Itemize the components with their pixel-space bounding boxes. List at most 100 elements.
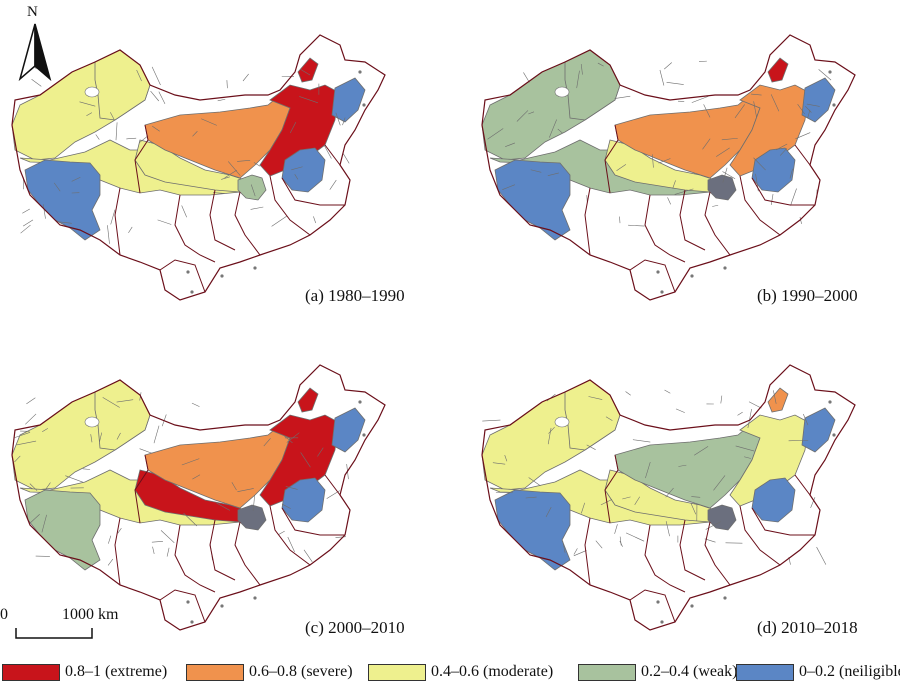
province-border-2 (704, 191, 731, 256)
province-border-0 (604, 124, 619, 194)
region-np (707, 174, 737, 201)
island-dot-1 (190, 290, 194, 294)
scale-start-label: 0 (0, 606, 8, 623)
island-dot-5 (362, 433, 366, 437)
province-border-7 (209, 189, 236, 251)
province-border-8 (751, 507, 815, 536)
island-dot-4 (358, 70, 362, 74)
legend-label-weak: 0.2–0.4 (weak) (641, 663, 738, 680)
legend-label-extreme: 0.8–1 (extreme) (65, 663, 168, 680)
legend-item-severe: 0.6–0.8 (severe) (186, 663, 353, 681)
province-border-5 (629, 589, 676, 623)
country-border (481, 364, 856, 631)
island-dot-2 (220, 274, 224, 278)
region-nt (331, 77, 366, 123)
island-dot-0 (186, 270, 190, 274)
panel-caption-a: (a) 1980–1990 (305, 286, 405, 305)
province-border-7 (679, 189, 706, 251)
lake (84, 416, 100, 428)
north-arrow-icon (18, 23, 52, 82)
map-panel-c (11, 364, 386, 631)
region-ne (767, 57, 789, 83)
region-bj (751, 477, 796, 523)
region-ti (24, 489, 101, 571)
legend-item-extreme: 0.8–1 (extreme) (2, 663, 167, 681)
province-border-0 (134, 124, 149, 194)
island-dot-3 (253, 266, 257, 270)
legend-swatch-extreme (2, 663, 60, 681)
legend-item-moderate: 0.4–0.6 (moderate) (368, 663, 553, 681)
map-panel-a (11, 34, 386, 301)
province-border-3 (269, 175, 311, 236)
region-np (707, 504, 737, 531)
province-border-3 (269, 505, 311, 566)
province-border-8 (281, 507, 345, 536)
island-dot-2 (220, 604, 224, 608)
north-arrow: N (14, 4, 56, 84)
province-border-4 (794, 474, 811, 496)
island-dot-5 (832, 433, 836, 437)
legend-item-weak: 0.2–0.4 (weak) (578, 663, 737, 681)
scale-bar: 0 1000 km (0, 606, 140, 642)
island-dot-4 (358, 400, 362, 404)
island-dot-3 (253, 596, 257, 600)
island-dot-5 (832, 103, 836, 107)
region-ti (494, 159, 571, 241)
legend-label-moderate: 0.4–0.6 (moderate) (431, 663, 554, 680)
legend: 0.8–1 (extreme) 0.6–0.8 (severe) 0.4–0.6… (0, 660, 900, 687)
island-dot-0 (656, 270, 660, 274)
province-border-2 (704, 521, 731, 586)
province-border-8 (751, 177, 815, 206)
province-border-6 (114, 187, 121, 256)
island-dot-2 (690, 604, 694, 608)
scale-bar-line (15, 628, 93, 639)
province-border-4 (324, 144, 341, 166)
province-border-0 (134, 454, 149, 524)
province-border-6 (584, 187, 591, 256)
region-ti (24, 159, 101, 241)
lake (554, 86, 570, 98)
region-nt (801, 407, 836, 453)
panel-caption-c: (c) 2000–2010 (305, 618, 405, 637)
county-lines (14, 392, 349, 566)
province-border-1 (644, 194, 686, 263)
island-dot-3 (723, 596, 727, 600)
legend-label-negligible: 0–0.2 (neiligible) (799, 663, 900, 680)
map-panel-d (481, 364, 856, 631)
province-border-3 (739, 175, 781, 236)
province-border-1 (174, 524, 216, 593)
lake (84, 86, 100, 98)
legend-swatch-negligible (736, 663, 794, 681)
legend-swatch-severe (186, 663, 244, 681)
legend-item-negligible: 0–0.2 (neiligible) (736, 663, 900, 681)
region-bj (281, 477, 326, 523)
country-border (481, 34, 856, 301)
region-nt (331, 407, 366, 453)
north-label: N (27, 4, 38, 20)
island-dot-2 (690, 274, 694, 278)
island-dot-4 (828, 400, 832, 404)
lake (554, 416, 570, 428)
province-border-7 (679, 519, 706, 581)
province-border-4 (324, 474, 341, 496)
island-dot-3 (723, 266, 727, 270)
legend-swatch-weak (578, 663, 636, 681)
island-dot-4 (828, 70, 832, 74)
province-border-2 (234, 191, 261, 256)
island-dot-1 (190, 620, 194, 624)
region-ne (297, 387, 319, 413)
province-border-5 (159, 259, 206, 293)
province-border-3 (739, 505, 781, 566)
country-border (11, 34, 386, 301)
province-border-6 (584, 517, 591, 586)
island-dot-1 (660, 290, 664, 294)
region-ti (494, 489, 571, 571)
scale-end-label: 1000 km (62, 606, 119, 623)
island-dot-5 (362, 103, 366, 107)
island-dot-1 (660, 620, 664, 624)
panel-caption-d: (d) 2010–2018 (757, 618, 858, 637)
island-dot-0 (656, 600, 660, 604)
island-dot-0 (186, 600, 190, 604)
province-border-7 (209, 519, 236, 581)
